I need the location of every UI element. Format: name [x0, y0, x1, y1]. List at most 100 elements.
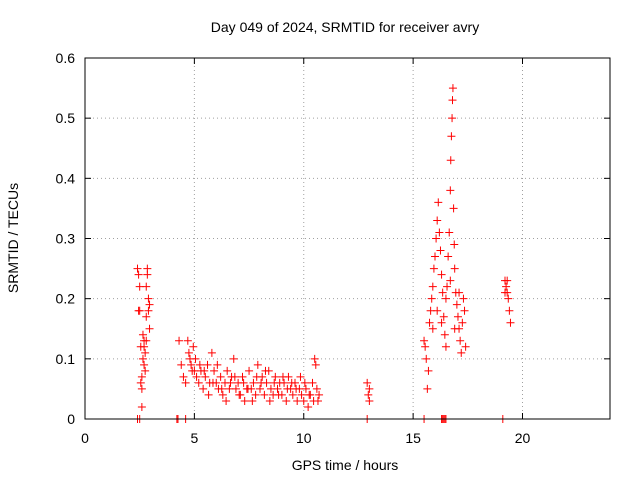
y-axis-label: SRMTID / TECUs	[5, 183, 21, 293]
data-point	[312, 384, 321, 393]
data-point	[459, 294, 468, 303]
data-point	[450, 324, 459, 333]
data-point	[282, 396, 291, 405]
data-point	[194, 378, 203, 387]
data-point	[177, 360, 186, 369]
data-point	[137, 384, 146, 393]
data-point	[134, 306, 143, 315]
data-point	[216, 372, 225, 381]
data-point	[218, 390, 227, 399]
data-point	[446, 186, 455, 195]
data-point	[253, 360, 262, 369]
data-point	[287, 378, 296, 387]
data-point	[501, 288, 509, 297]
data-point	[189, 342, 198, 351]
data-point	[457, 348, 466, 357]
data-point	[504, 294, 513, 303]
data-point	[446, 156, 455, 165]
data-point	[145, 324, 154, 333]
data-point	[248, 396, 257, 405]
data-point	[179, 372, 188, 381]
data-point	[213, 360, 222, 369]
y-tick-label: 0.2	[56, 291, 76, 307]
data-point	[424, 366, 433, 375]
data-point	[301, 384, 310, 393]
x-tick-label: 10	[296, 430, 312, 446]
data-point	[441, 294, 450, 303]
data-point	[309, 396, 318, 405]
data-point	[235, 390, 244, 399]
data-point	[297, 390, 306, 399]
y-tick-label: 0.1	[56, 351, 76, 367]
data-point	[506, 318, 515, 327]
data-point	[175, 336, 184, 345]
data-point	[305, 390, 314, 399]
plot-frame	[84, 57, 611, 420]
data-point	[308, 378, 317, 387]
data-point	[229, 354, 238, 363]
data-point	[311, 360, 320, 369]
data-point	[364, 390, 373, 399]
data-point	[363, 378, 372, 387]
data-point	[271, 372, 280, 381]
data-point	[503, 276, 512, 285]
data-point	[261, 366, 270, 375]
data-point	[201, 372, 210, 381]
data-point	[280, 378, 289, 387]
data-point	[439, 312, 448, 321]
y-tick-label: 0.4	[56, 170, 76, 186]
data-point	[199, 384, 208, 393]
data-point	[226, 378, 235, 387]
data-point	[431, 252, 439, 261]
axes: 0 0.1 0.2 0.3 0.4 0.5 0.6 0 5 10 15 20	[56, 50, 610, 446]
data-point	[230, 372, 239, 381]
data-point	[204, 390, 213, 399]
data-point	[429, 264, 438, 273]
data-point	[444, 252, 453, 261]
data-point	[181, 378, 190, 387]
data-point	[436, 246, 445, 255]
data-point	[460, 306, 469, 315]
data-point	[423, 384, 432, 393]
data-point	[133, 264, 142, 273]
data-point	[502, 282, 511, 291]
data-point	[256, 384, 264, 393]
data-point	[448, 84, 457, 93]
x-tick-label: 20	[515, 430, 531, 446]
data-point	[437, 270, 446, 279]
data-point	[143, 270, 152, 279]
data-point	[304, 402, 313, 411]
data-point	[437, 318, 446, 327]
data-point	[245, 366, 254, 375]
data-point	[438, 288, 447, 297]
data-point	[458, 318, 467, 327]
data-point	[222, 396, 231, 405]
x-axis-label: GPS time / hours	[292, 457, 399, 473]
data-point	[365, 384, 374, 393]
x-tick-label: 0	[81, 430, 89, 446]
data-point	[207, 348, 216, 357]
data-point	[249, 378, 258, 387]
data-marks	[133, 84, 515, 423]
data-point	[428, 282, 437, 291]
data-point	[447, 132, 456, 141]
data-point	[435, 228, 444, 237]
data-point	[453, 312, 462, 321]
data-point	[421, 342, 430, 351]
data-point	[265, 396, 274, 405]
y-tick-label: 0.6	[56, 50, 76, 66]
data-point	[192, 372, 201, 381]
data-point	[420, 336, 429, 345]
data-point	[300, 378, 309, 387]
data-point	[315, 390, 324, 399]
data-point	[455, 288, 464, 297]
data-point	[310, 354, 319, 363]
data-point	[142, 336, 151, 345]
data-point	[425, 318, 434, 327]
data-point	[440, 330, 449, 339]
data-point	[450, 264, 459, 273]
data-point	[137, 372, 146, 381]
data-point	[428, 324, 437, 333]
data-point	[433, 306, 442, 315]
data-point	[140, 342, 149, 351]
